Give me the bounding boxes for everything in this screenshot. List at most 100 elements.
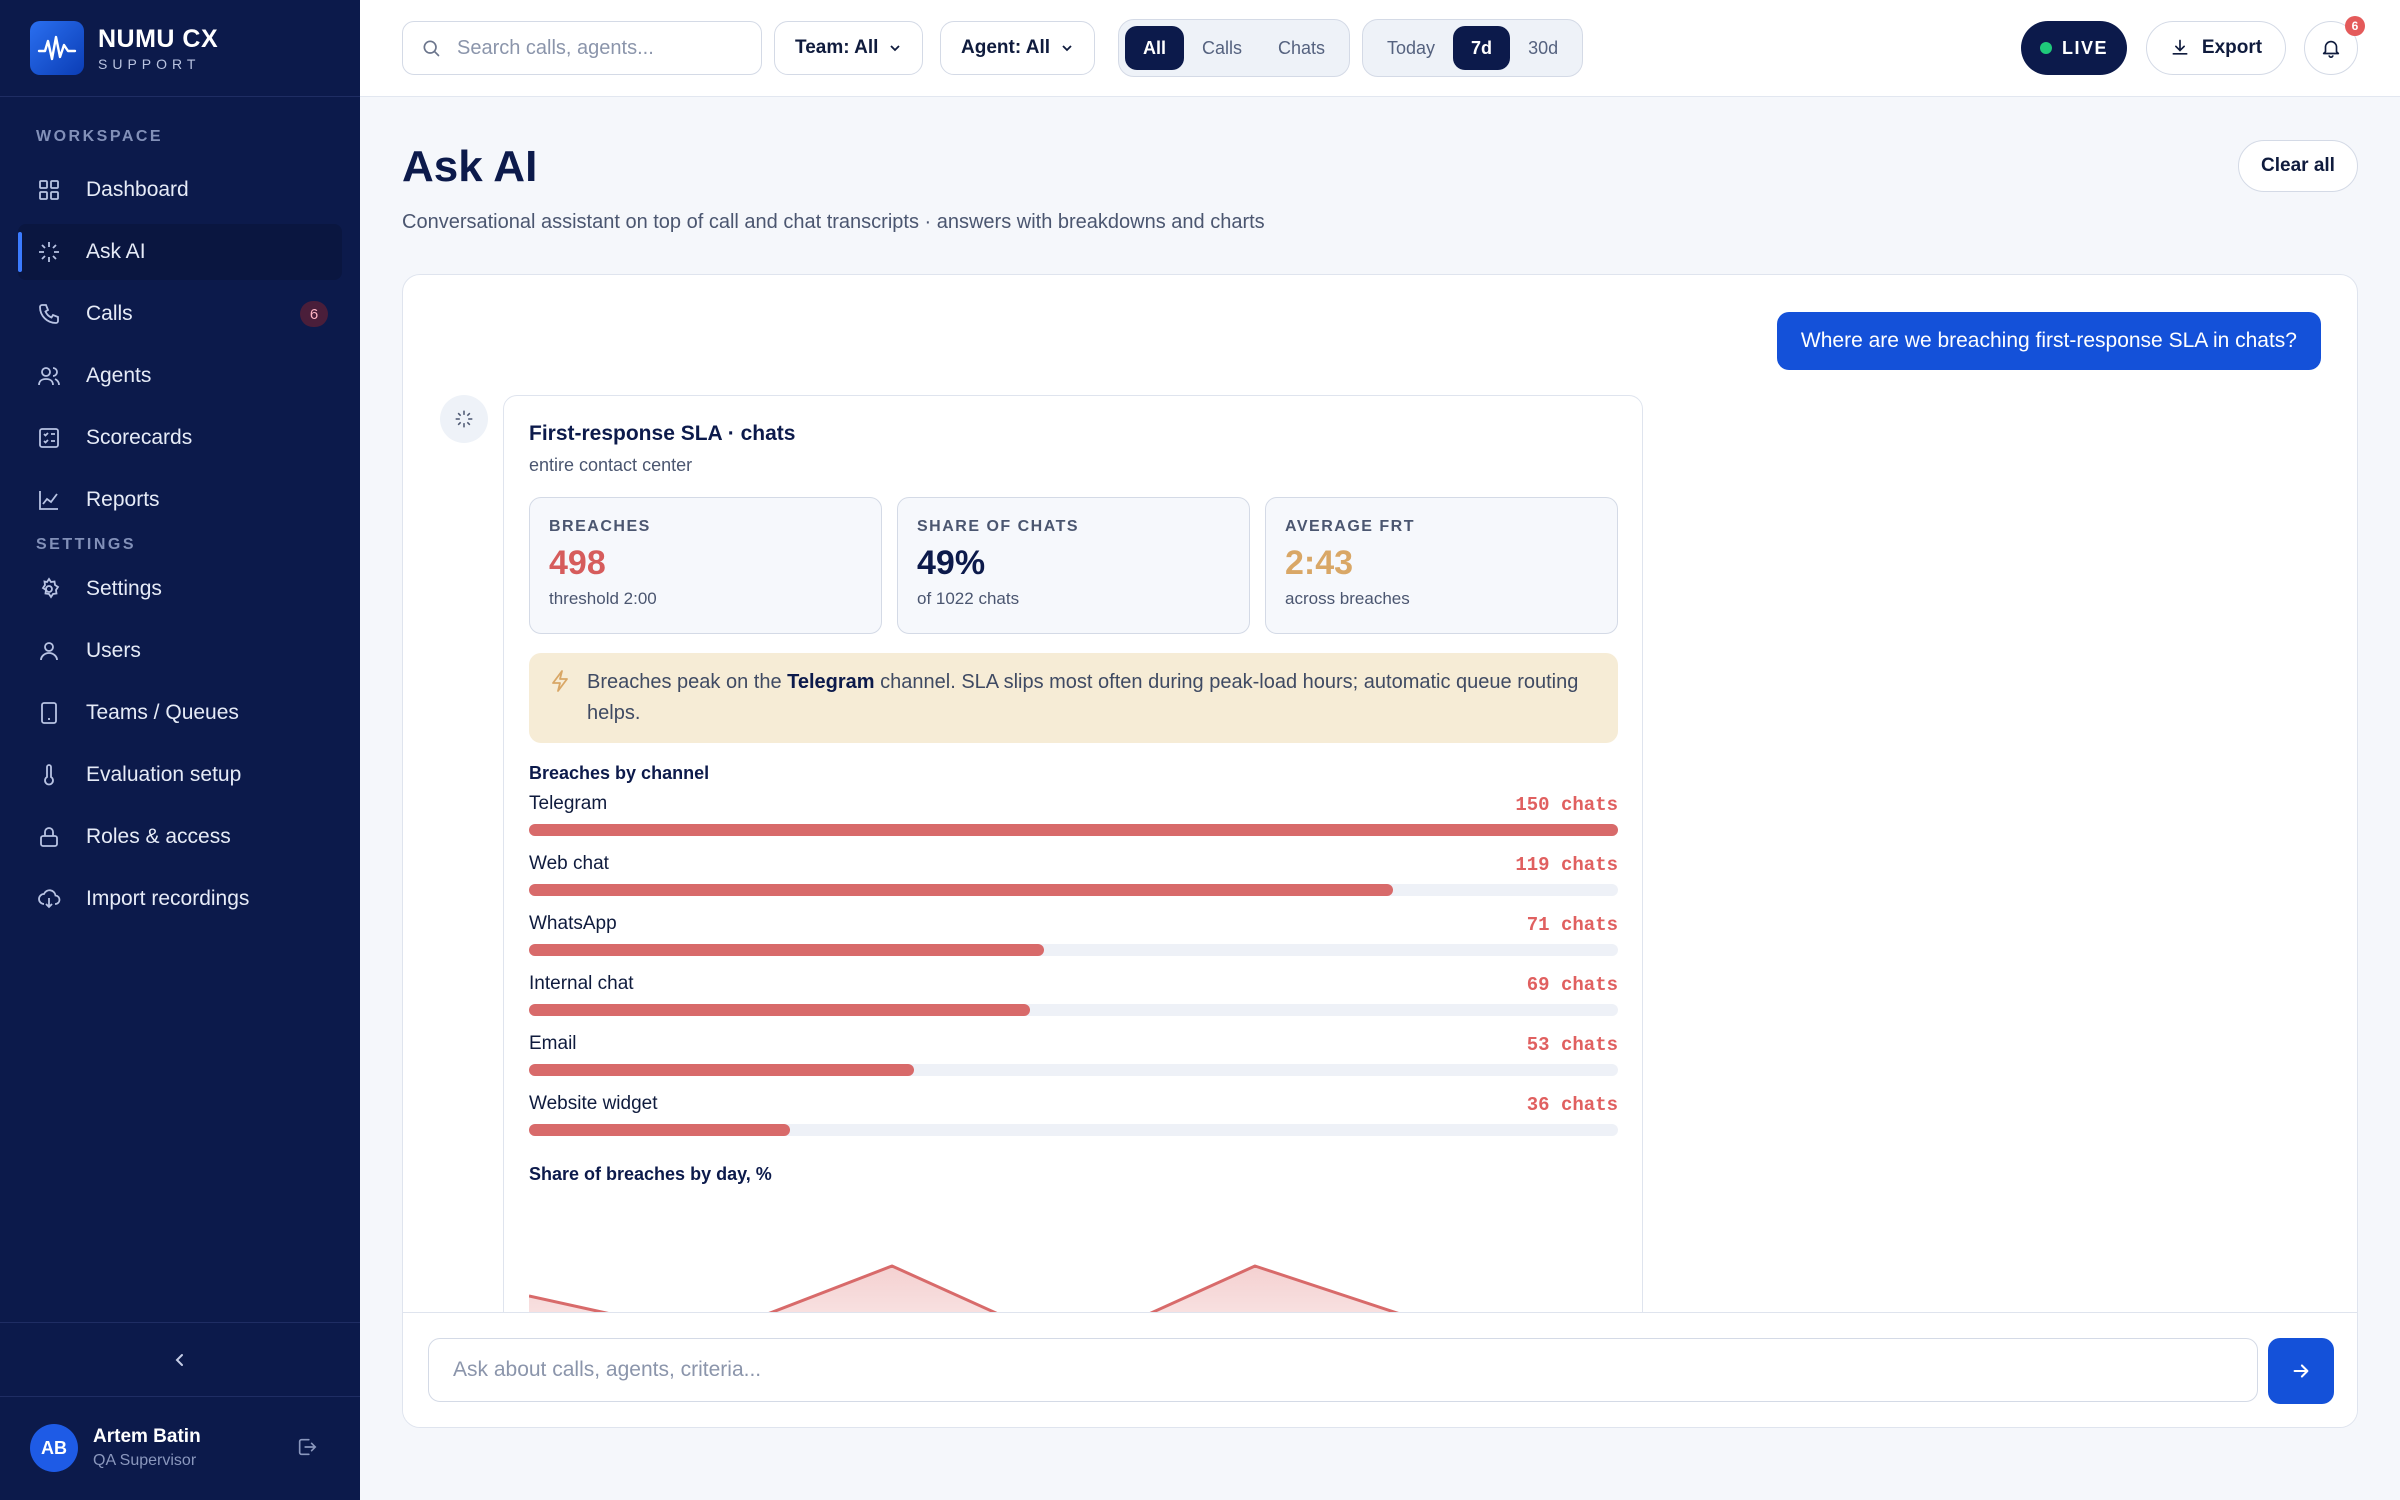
bar-track (529, 884, 1618, 896)
clear-all-button[interactable]: Clear all (2238, 140, 2358, 192)
kpi-card-share-of-chats: SHARE OF CHATS 49% of 1022 chats (897, 497, 1250, 634)
download-icon (2172, 39, 2188, 55)
sidebar-item-label: Evaluation setup (86, 763, 242, 786)
sidebar-item-roles-access[interactable]: Roles & access (18, 809, 342, 865)
export-button[interactable]: Export (2146, 21, 2286, 75)
bar-row: Website widget 36 chats (529, 1093, 1618, 1136)
bar-label: Web chat (529, 853, 609, 874)
team-filter-dropdown[interactable]: Team: All (774, 21, 924, 75)
channel-tab-calls[interactable]: Calls (1202, 37, 1243, 58)
insight-text-before: Breaches peak on the (587, 671, 788, 693)
kpi-label: AVERAGE FRT (1285, 518, 1415, 535)
sidebar-item-users[interactable]: Users (18, 623, 342, 679)
avatar[interactable]: AB (30, 1424, 78, 1472)
channel-tab-chats[interactable]: Chats (1278, 37, 1326, 58)
sidebar-item-import-recordings[interactable]: Import recordings (18, 871, 342, 927)
answer-title: First-response SLA · chats (529, 422, 796, 445)
bar-track (529, 1064, 1618, 1076)
kpi-card-average-frt: AVERAGE FRT 2:43 across breaches (1265, 497, 1618, 634)
page-subtitle: Conversational assistant on top of call … (402, 211, 1265, 233)
sidebar-item-label: Scorecards (86, 426, 193, 449)
export-label: Export (2201, 37, 2263, 58)
sidebar-item-calls[interactable]: Calls 6 (18, 286, 342, 342)
thermometer-icon (36, 762, 62, 788)
brand-subtitle: SUPPORT (98, 55, 201, 72)
sidebar-item-label: Teams / Queues (86, 701, 239, 724)
page-title: Ask AI (402, 142, 538, 191)
bar-value: 69 chats (1526, 974, 1618, 996)
sidebar-item-label: Agents (86, 364, 152, 387)
bar-fill (529, 1124, 791, 1136)
range-tab-today[interactable]: Today (1387, 37, 1436, 58)
sidebar-item-settings[interactable]: Settings (18, 561, 342, 617)
bar-track (529, 824, 1618, 836)
user-icon (36, 638, 62, 664)
chevron-left-icon (175, 1354, 183, 1366)
chevron-down-icon (890, 45, 901, 52)
bar-label: Website widget (529, 1093, 658, 1114)
user-message: Where are we breaching first-response SL… (1776, 312, 2321, 370)
send-button[interactable] (2268, 1338, 2334, 1404)
bar-track (529, 1124, 1618, 1136)
bar-label: Internal chat (529, 973, 634, 994)
live-status-dot (2039, 42, 2052, 54)
sidebar-item-dashboard[interactable]: Dashboard (18, 162, 342, 218)
kpi-note: threshold 2:00 (549, 589, 657, 608)
bar-fill (529, 1064, 914, 1076)
range-segmented-control: Today 7d 30d (1362, 19, 1584, 77)
collapse-sidebar-button[interactable] (166, 1346, 194, 1374)
brand-name: NUMU CX (98, 24, 219, 53)
sidebar-item-ask-ai[interactable]: Ask AI (18, 224, 342, 280)
search-icon (423, 40, 440, 57)
scorecard-icon (36, 425, 62, 451)
kpi-note: across breaches (1285, 589, 1410, 608)
kpi-label: SHARE OF CHATS (917, 518, 1080, 535)
chevron-down-icon (1062, 45, 1072, 52)
bar-track (529, 944, 1618, 956)
agent-filter-label: Agent: All (961, 37, 1051, 58)
notifications-button[interactable] (2304, 21, 2358, 75)
phone-icon (36, 301, 62, 327)
sidebar-item-teams-queues[interactable]: Teams / Queues (18, 685, 342, 741)
channel-tab-all[interactable]: All (1125, 26, 1185, 70)
search-box[interactable] (402, 21, 762, 75)
agent-filter-dropdown[interactable]: Agent: All (940, 21, 1096, 75)
topbar: Team: All Agent: All All Calls Chats Tod… (360, 0, 2400, 97)
answer-subtitle: entire contact center (529, 455, 693, 475)
live-button[interactable]: LIVE (2021, 21, 2127, 75)
sidebar-item-scorecards[interactable]: Scorecards (18, 410, 342, 466)
ask-input[interactable] (428, 1338, 2258, 1402)
bar-value: 119 chats (1515, 854, 1618, 876)
sparkle-icon (36, 239, 62, 265)
tablet-icon (36, 700, 62, 726)
users-icon (36, 363, 62, 389)
sidebar-item-reports[interactable]: Reports (18, 472, 342, 528)
bars-title: Breaches by channel (529, 763, 710, 783)
search-input[interactable] (457, 36, 747, 60)
sidebar-item-agents[interactable]: Agents (18, 348, 342, 404)
sparkle-icon (455, 410, 473, 428)
bar-label: Telegram (529, 793, 608, 814)
kpi-value: 498 (549, 544, 606, 582)
bar-label: Email (529, 1033, 577, 1054)
bar-fill (529, 884, 1393, 896)
sidebar-item-label: Dashboard (86, 178, 189, 201)
line-chart-title: Share of breaches by day, % (529, 1164, 772, 1184)
lock-icon (36, 824, 62, 850)
range-tab-30d[interactable]: 30d (1528, 37, 1559, 58)
bar-value: 71 chats (1526, 914, 1618, 936)
sidebar-item-label: Users (86, 639, 141, 662)
sidebar-item-evaluation-setup[interactable]: Evaluation setup (18, 747, 342, 803)
logout-icon[interactable] (296, 1436, 322, 1462)
bar-row: Telegram 150 chats (529, 793, 1618, 836)
brand[interactable]: NUMU CX SUPPORT (30, 20, 218, 76)
bar-value: 36 chats (1526, 1094, 1618, 1116)
ai-avatar (440, 395, 488, 443)
sidebar-item-label: Import recordings (86, 887, 250, 910)
live-label: LIVE (2061, 37, 2108, 58)
insight-callout: Breaches peak on the Telegram channel. S… (529, 653, 1618, 743)
sidebar-item-label: Roles & access (86, 825, 231, 848)
bar-row: Internal chat 69 chats (529, 973, 1618, 1016)
range-tab-7d[interactable]: 7d (1453, 26, 1511, 70)
channel-segmented-control: All Calls Chats (1118, 19, 1351, 77)
